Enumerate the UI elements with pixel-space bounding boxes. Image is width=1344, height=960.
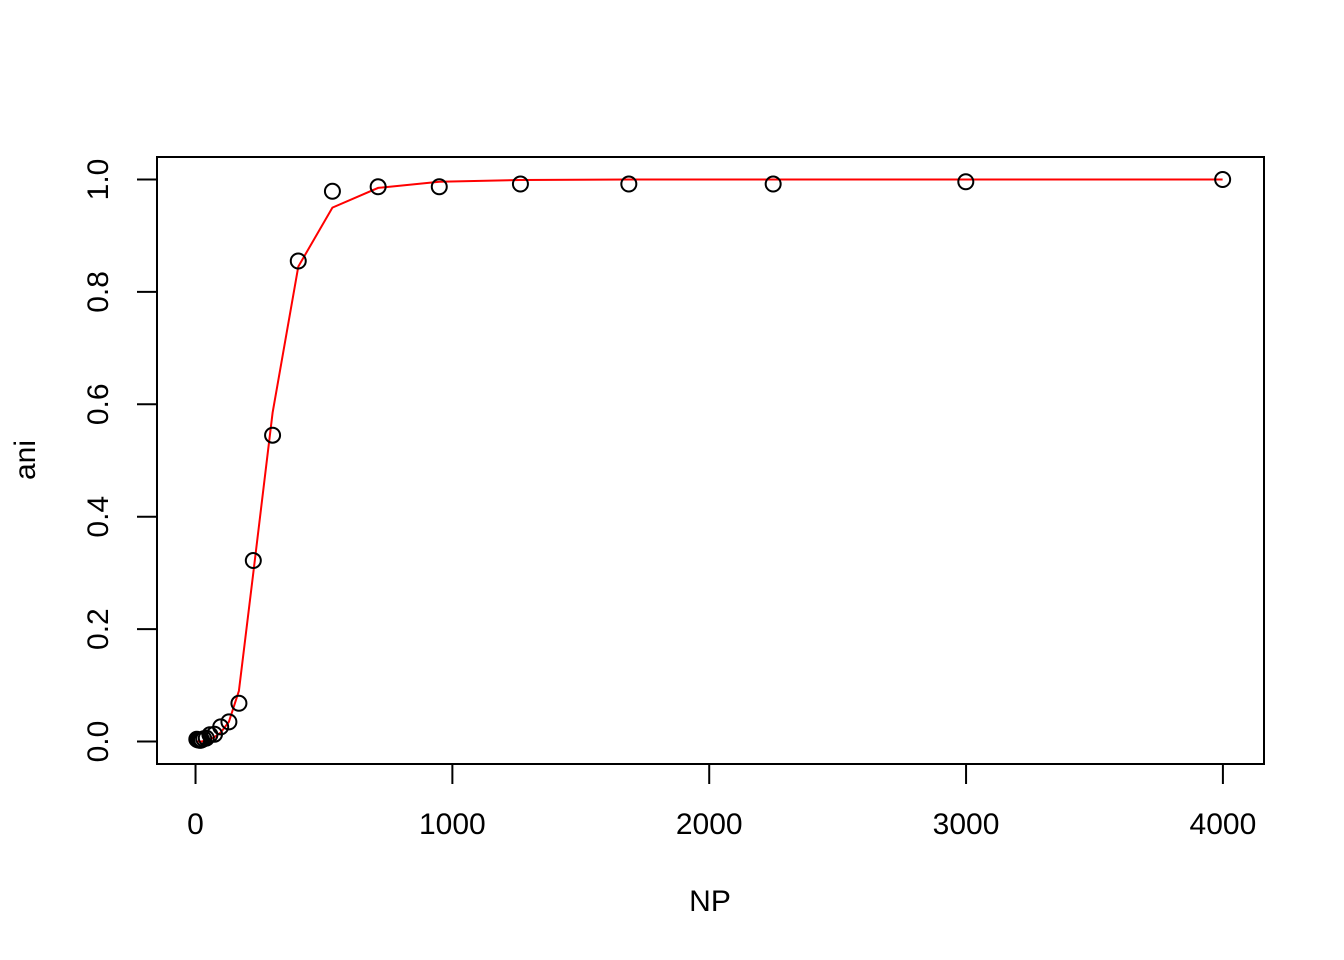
plot-frame xyxy=(156,156,1265,765)
data-point xyxy=(957,173,975,191)
y-tick-label: 0.4 xyxy=(82,496,115,538)
data-point xyxy=(220,713,238,731)
data-point xyxy=(620,175,638,193)
y-axis: 0.0 0.2 0.4 0.6 0.8 1.0 xyxy=(82,159,158,763)
x-axis-label: NP xyxy=(689,885,731,918)
data-point xyxy=(230,694,248,712)
data-point xyxy=(1214,170,1232,188)
x-tick-label: 2000 xyxy=(676,808,743,841)
y-axis-label: ani xyxy=(9,440,42,480)
data-point xyxy=(511,175,529,193)
x-tick-label: 0 xyxy=(187,808,204,841)
x-axis: 0 1000 2000 3000 4000 xyxy=(187,763,1257,841)
y-tick-label: 0.0 xyxy=(82,721,115,763)
data-points xyxy=(188,170,1232,749)
data-point xyxy=(212,718,230,736)
data-point xyxy=(289,252,307,270)
data-point xyxy=(323,182,341,200)
data-point xyxy=(197,729,215,747)
x-tick-label: 4000 xyxy=(1190,808,1257,841)
x-tick-label: 3000 xyxy=(933,808,1000,841)
y-tick-label: 1.0 xyxy=(82,159,115,201)
y-tick-label: 0.8 xyxy=(82,271,115,313)
data-point xyxy=(264,426,282,444)
y-tick-label: 0.2 xyxy=(82,608,115,650)
x-tick-label: 1000 xyxy=(419,808,486,841)
fit-line xyxy=(196,178,1223,743)
data-point xyxy=(369,178,387,196)
data-point xyxy=(244,552,262,570)
y-tick-label: 0.6 xyxy=(82,383,115,425)
data-point xyxy=(764,175,782,193)
data-point xyxy=(430,178,448,196)
